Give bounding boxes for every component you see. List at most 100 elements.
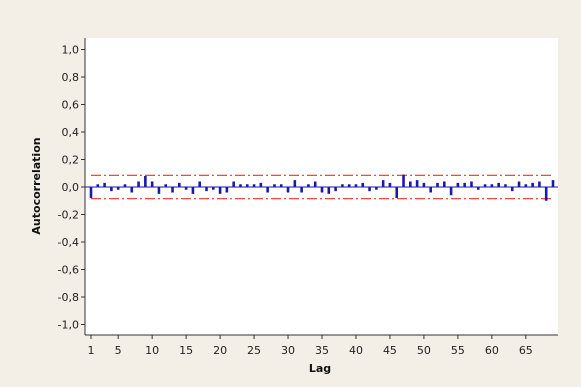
y-tick-label: 0,6	[62, 99, 80, 112]
acf-bar	[313, 181, 317, 187]
acf-bar	[293, 180, 297, 187]
acf-bar	[504, 184, 507, 187]
acf-bar	[415, 180, 419, 187]
x-tick-label: 65	[519, 344, 533, 357]
acf-bar	[341, 184, 344, 187]
acf-bar	[218, 187, 222, 194]
x-tick-label: 60	[485, 344, 499, 357]
y-tick-label: 0,4	[62, 126, 80, 139]
acf-bar	[490, 184, 494, 187]
x-tick-label: 5	[115, 344, 122, 357]
acf-bar	[178, 182, 181, 187]
acf-bar	[164, 184, 168, 187]
x-tick-label: 30	[281, 344, 295, 357]
acf-bar	[273, 184, 276, 187]
acf-bar	[429, 187, 433, 193]
x-tick-label: 15	[179, 344, 193, 357]
acf-bar	[361, 182, 365, 187]
acf-bar	[96, 184, 100, 187]
acf-bar	[150, 181, 154, 187]
acf-bar	[456, 182, 460, 187]
x-axis-title: Lag	[309, 362, 331, 375]
acf-bar	[225, 187, 229, 193]
acf-bar	[347, 184, 351, 187]
acf-bar	[89, 187, 93, 198]
acf-bar	[320, 187, 324, 193]
acf-bar	[409, 181, 412, 187]
acf-bar	[198, 181, 202, 187]
acf-bar	[422, 182, 426, 187]
acf-bar	[137, 181, 140, 187]
acf-bar	[110, 187, 113, 192]
acf-bar	[157, 187, 161, 194]
acf-bar	[531, 182, 534, 187]
acf-bar	[442, 181, 446, 187]
acf-bar	[524, 184, 528, 187]
acf-bar	[279, 184, 283, 187]
acf-bar	[470, 181, 473, 187]
acf-bar	[184, 187, 188, 190]
acf-bar	[517, 181, 521, 187]
x-tick-label: 20	[213, 344, 227, 357]
acf-bar	[375, 187, 378, 190]
acf-bar	[449, 187, 453, 196]
acf-bar	[239, 184, 242, 187]
acf-bar	[252, 184, 256, 187]
acf-bar	[402, 174, 405, 187]
acf-bar	[327, 187, 331, 194]
acf-bar	[123, 184, 127, 187]
y-axis-ticks: 1,0 0,8 0,6 0,4 0,2 0,0 -0,2 -0,4 -0,6 -0,8 -1,0	[58, 44, 85, 332]
acf-bar	[266, 187, 269, 193]
acf-bar	[551, 180, 555, 187]
acf-bar	[497, 182, 500, 187]
acf-bar	[191, 187, 195, 194]
x-tick-label: 45	[383, 344, 397, 357]
acf-bar	[211, 187, 215, 190]
y-tick-label: -0,6	[58, 264, 79, 277]
acf-bar	[144, 176, 147, 187]
acf-bar	[463, 182, 466, 187]
x-tick-label: 1	[88, 344, 95, 357]
y-tick-label: 0,0	[62, 181, 80, 194]
acf-bar	[245, 184, 249, 187]
acf-bar	[259, 182, 263, 187]
acf-bars	[89, 174, 555, 201]
acf-bar	[436, 182, 439, 187]
x-tick-label: 10	[145, 344, 159, 357]
y-tick-label: -0,4	[58, 236, 79, 249]
y-tick-label: 1,0	[62, 44, 80, 57]
y-tick-label: 0,8	[62, 71, 80, 84]
acf-bar	[381, 180, 385, 187]
acf-bar	[538, 181, 541, 187]
acf-bar	[476, 187, 480, 190]
acf-bar	[510, 187, 514, 192]
x-tick-label: 25	[247, 344, 261, 357]
x-tick-label: 35	[315, 344, 329, 357]
x-tick-label: 40	[349, 344, 363, 357]
acf-bar	[116, 187, 120, 190]
acf-bar	[395, 187, 399, 198]
acf-bar	[334, 187, 337, 192]
y-tick-label: 0,2	[62, 154, 80, 167]
acf-bar	[368, 187, 371, 192]
acf-bar	[354, 184, 358, 187]
acf-bar	[232, 181, 235, 187]
acf-bar	[307, 184, 310, 187]
acf-bar	[388, 182, 392, 187]
acf-bar	[171, 187, 174, 193]
acf-bar	[286, 187, 290, 193]
x-axis-ticks: 1 5 10 15 20 25 30 35 40 45 50 55 60 65	[88, 335, 533, 357]
x-tick-label: 50	[417, 344, 431, 357]
x-tick-label: 55	[451, 344, 465, 357]
y-tick-label: -1,0	[58, 319, 79, 332]
acf-bar	[205, 187, 208, 192]
acf-bar	[130, 187, 134, 193]
y-tick-label: -0,2	[58, 209, 79, 222]
y-axis-title: Autocorrelation	[30, 137, 43, 234]
acf-bar	[544, 187, 548, 201]
y-tick-label: -0,8	[58, 291, 79, 304]
acf-bar	[300, 187, 303, 193]
acf-bar	[103, 182, 106, 187]
